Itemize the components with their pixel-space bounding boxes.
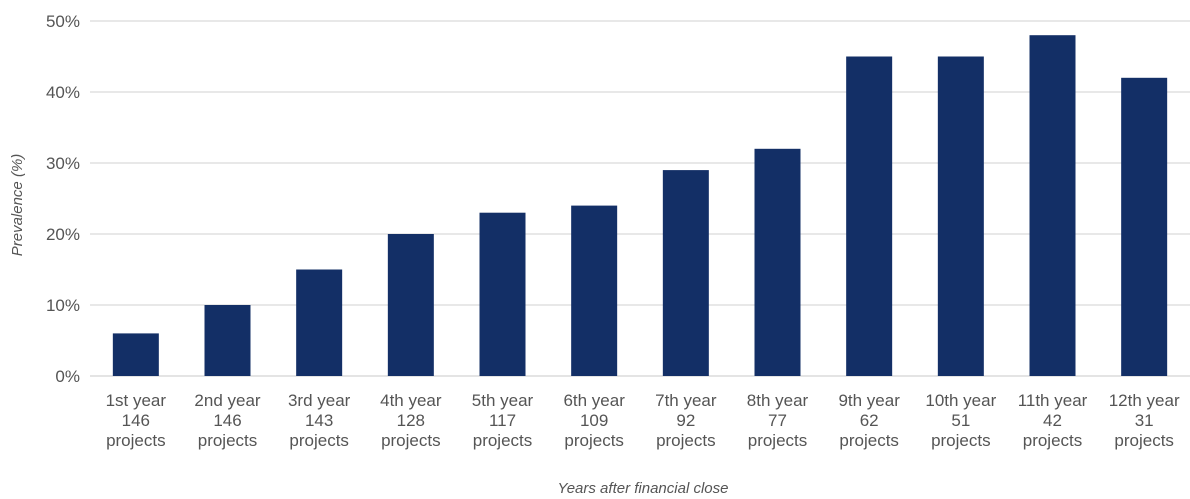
bar-10 xyxy=(937,56,984,376)
y-tick-label: 50% xyxy=(46,12,80,31)
bar-5 xyxy=(479,212,526,376)
category-label: 11th year xyxy=(1018,391,1088,410)
bar-12 xyxy=(1121,77,1168,377)
y-axis-title: Prevalence (%) xyxy=(9,154,26,257)
category-label: 4th year xyxy=(380,391,442,410)
project-count-label: 77 xyxy=(768,411,787,430)
project-unit-label: projects xyxy=(473,431,533,450)
bars xyxy=(112,35,1168,377)
project-count-label: 31 xyxy=(1135,411,1154,430)
project-count-label: 143 xyxy=(305,411,333,430)
bar-11 xyxy=(1029,35,1076,376)
project-unit-label: projects xyxy=(656,431,716,450)
y-axis-ticks: 0% 10% 20% 30% 40% 50% xyxy=(46,12,80,386)
bar-7 xyxy=(662,170,709,376)
y-tick-label: 30% xyxy=(46,154,80,173)
project-count-label: 128 xyxy=(397,411,425,430)
project-unit-label: projects xyxy=(748,431,808,450)
category-label: 1st year xyxy=(106,391,167,410)
bar-8 xyxy=(754,148,801,376)
category-label: 12th year xyxy=(1109,391,1180,410)
y-tick-label: 10% xyxy=(46,296,80,315)
x-axis-title: Years after financial close xyxy=(558,480,729,497)
project-count-label: 117 xyxy=(489,411,516,430)
bar-1 xyxy=(112,333,159,376)
category-label: 3rd year xyxy=(288,391,351,410)
project-unit-label: projects xyxy=(289,431,349,450)
gridlines xyxy=(90,20,1190,377)
project-count-label: 51 xyxy=(951,411,970,430)
project-count-label: 146 xyxy=(213,411,241,430)
category-label: 10th year xyxy=(925,391,996,410)
project-count-label: 92 xyxy=(676,411,695,430)
category-label: 8th year xyxy=(747,391,809,410)
bar-9 xyxy=(846,56,893,376)
project-unit-label: projects xyxy=(106,431,166,450)
category-label: 5th year xyxy=(472,391,534,410)
bar-3 xyxy=(296,269,343,376)
y-tick-label: 40% xyxy=(46,83,80,102)
project-count-label: 109 xyxy=(580,411,608,430)
bar-4 xyxy=(387,234,434,376)
project-unit-label: projects xyxy=(1023,431,1083,450)
bar-2 xyxy=(204,305,251,376)
project-unit-label: projects xyxy=(381,431,441,450)
project-count-label: 42 xyxy=(1043,411,1062,430)
category-label: 2nd year xyxy=(194,391,260,410)
project-unit-label: projects xyxy=(1114,431,1174,450)
category-label: 6th year xyxy=(563,391,625,410)
project-unit-label: projects xyxy=(931,431,991,450)
project-unit-label: projects xyxy=(564,431,624,450)
project-count-label: 62 xyxy=(860,411,879,430)
project-unit-label: projects xyxy=(198,431,258,450)
category-label: 7th year xyxy=(655,391,717,410)
y-tick-label: 0% xyxy=(55,367,80,386)
y-tick-label: 20% xyxy=(46,225,80,244)
bar-6 xyxy=(571,205,618,376)
project-unit-label: projects xyxy=(839,431,899,450)
project-count-label: 146 xyxy=(122,411,150,430)
category-label: 9th year xyxy=(838,391,900,410)
